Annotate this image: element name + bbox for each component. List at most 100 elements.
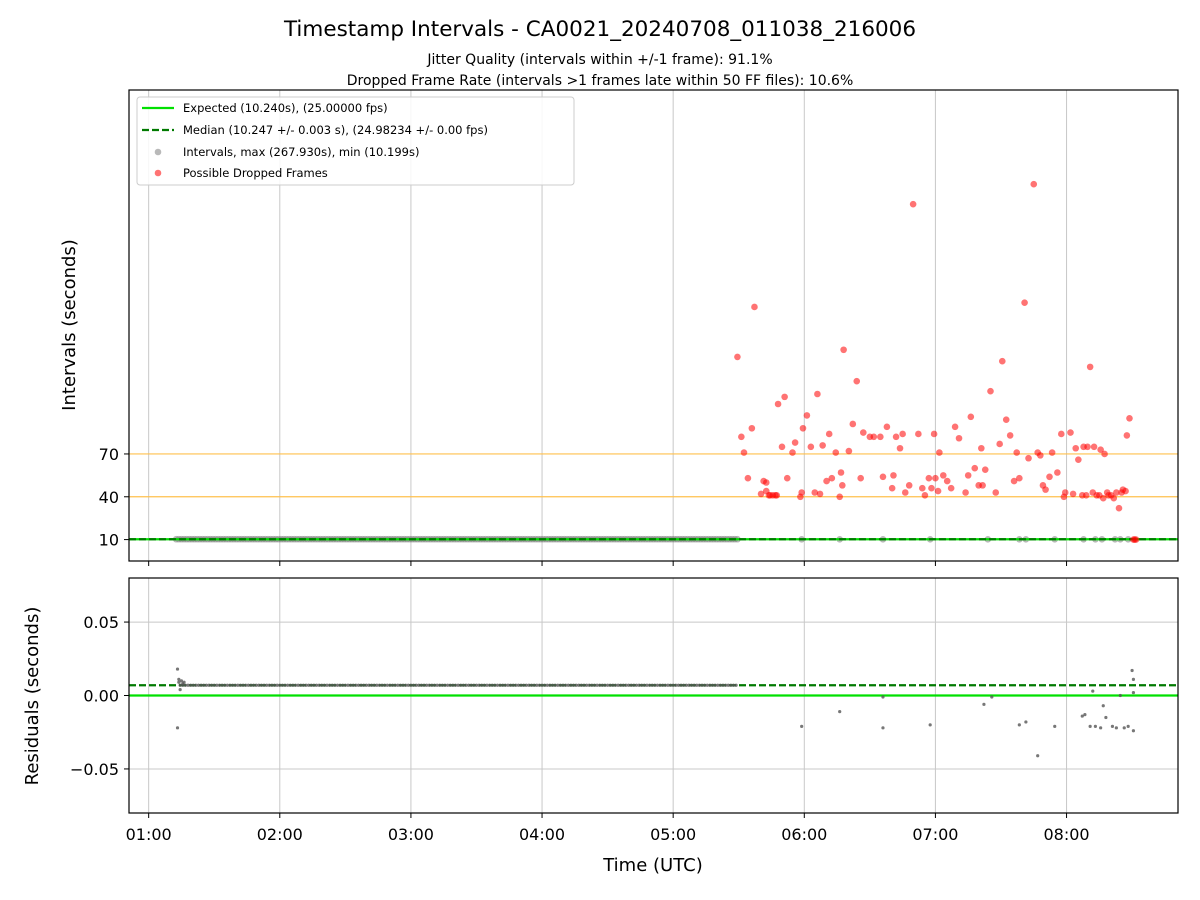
dropped-frame-point: [1006, 432, 1014, 439]
residual-point: [335, 683, 340, 687]
residual-point: [401, 683, 405, 687]
residual-point: [283, 683, 287, 687]
dropped-frame-point: [996, 440, 1003, 448]
dropped-frame-point: [798, 489, 805, 496]
residual-point: [233, 683, 237, 687]
residual-point: [1118, 693, 1122, 698]
residual-point: [566, 683, 570, 687]
x-tick-label: 05:00: [650, 825, 696, 844]
residual-point: [1017, 723, 1021, 727]
residual-point: [661, 683, 665, 687]
residual-point: [456, 683, 460, 687]
residual-point: [228, 683, 232, 687]
residual-point: [619, 683, 623, 687]
residual-point: [881, 695, 885, 699]
residual-point: [1130, 668, 1134, 673]
residual-point: [697, 683, 701, 687]
dropped-frame-point: [921, 492, 929, 499]
residual-point: [668, 683, 673, 687]
residual-point: [217, 683, 222, 687]
residual-point: [1088, 724, 1092, 728]
residual-point: [251, 683, 256, 687]
dropped-frame-point: [979, 482, 986, 489]
residual-point: [241, 683, 245, 687]
residual-point: [425, 683, 429, 687]
residual-point: [178, 688, 182, 692]
residual-point: [477, 683, 481, 687]
residual-point: [304, 683, 308, 687]
residual-point: [430, 683, 434, 687]
residual-point: [700, 683, 704, 687]
residual-point: [189, 683, 193, 687]
residual-point: [453, 683, 458, 687]
residual-point: [645, 683, 649, 687]
residuals-plot-panel: 01:00 02:00 03:00 04:00 05:00 06:00 07:00 08:00…: [22, 577, 1179, 876]
residual-point: [440, 683, 444, 687]
dropped-frame-point: [734, 353, 741, 361]
residual-point: [390, 683, 395, 687]
residual-point: [309, 683, 313, 687]
residual-point: [259, 683, 264, 687]
residual-point: [246, 683, 250, 687]
residual-point: [1126, 724, 1130, 728]
residual-point: [459, 683, 463, 687]
residual-point: [467, 683, 471, 687]
residual-point: [254, 683, 258, 687]
residual-point: [267, 683, 271, 687]
x-tick-label: 01:00: [126, 825, 172, 844]
residual-point: [427, 683, 431, 687]
residual-point: [212, 683, 216, 687]
residual-point: [1131, 690, 1136, 695]
dropped-frame-point: [1002, 416, 1010, 424]
residual-point: [1093, 724, 1097, 728]
residual-point: [474, 683, 479, 687]
dropped-frame-point: [967, 413, 975, 421]
dropped-frame-point: [1054, 469, 1061, 476]
residual-point: [443, 683, 447, 687]
residual-point: [293, 683, 298, 687]
x-tick-label: 07:00: [912, 825, 958, 844]
residual-point: [446, 683, 450, 687]
residual-point: [603, 683, 607, 687]
residual-point: [262, 683, 266, 687]
dropped-frame-point: [1016, 474, 1023, 482]
dropped-frame-point: [828, 474, 836, 482]
residual-point: [800, 724, 804, 728]
legend-intervals-label: Intervals, max (267.930s), min (10.199s): [183, 145, 419, 159]
residual-point: [695, 683, 699, 687]
residual-point: [682, 683, 686, 687]
dropped-frame-point: [778, 443, 786, 451]
dropped-frame-point: [1115, 504, 1123, 512]
residuals-y-tick-label: 0.00: [83, 687, 119, 706]
residual-point: [556, 683, 560, 687]
dropped-frame-point: [947, 484, 955, 492]
dropped-frame-point: [738, 433, 745, 441]
dropped-frame-point: [773, 492, 781, 499]
residual-point: [640, 683, 644, 687]
residual-point: [207, 683, 211, 687]
dropped-frame-point: [1042, 486, 1049, 493]
residual-point: [679, 683, 683, 687]
residual-point: [432, 683, 437, 687]
chart-legend: Expected (10.240s), (25.00000 fps) Media…: [136, 96, 575, 186]
residual-point: [587, 683, 591, 687]
residual-point: [501, 683, 505, 687]
residual-point: [634, 683, 639, 687]
dropped-frame-point: [837, 469, 845, 476]
threshold-lines: [129, 453, 1178, 498]
residual-point: [175, 726, 180, 730]
residual-point: [1101, 704, 1105, 708]
dropped-frame-point: [1132, 536, 1140, 543]
legend-expected-label: Expected (10.240s), (25.00000 fps): [183, 101, 388, 115]
residual-point: [490, 683, 494, 687]
residual-point: [472, 683, 476, 687]
residuals-series: [175, 667, 1136, 758]
residuals-axis-ticks: 01:00 02:00 03:00 04:00 05:00 06:00 07:00 08:00…: [70, 613, 1090, 844]
residual-point: [307, 683, 311, 687]
dropped-frame-point: [803, 412, 811, 419]
residual-point: [249, 683, 253, 687]
residual-point: [592, 683, 597, 687]
residual-point: [487, 683, 492, 687]
residual-point: [582, 683, 586, 687]
